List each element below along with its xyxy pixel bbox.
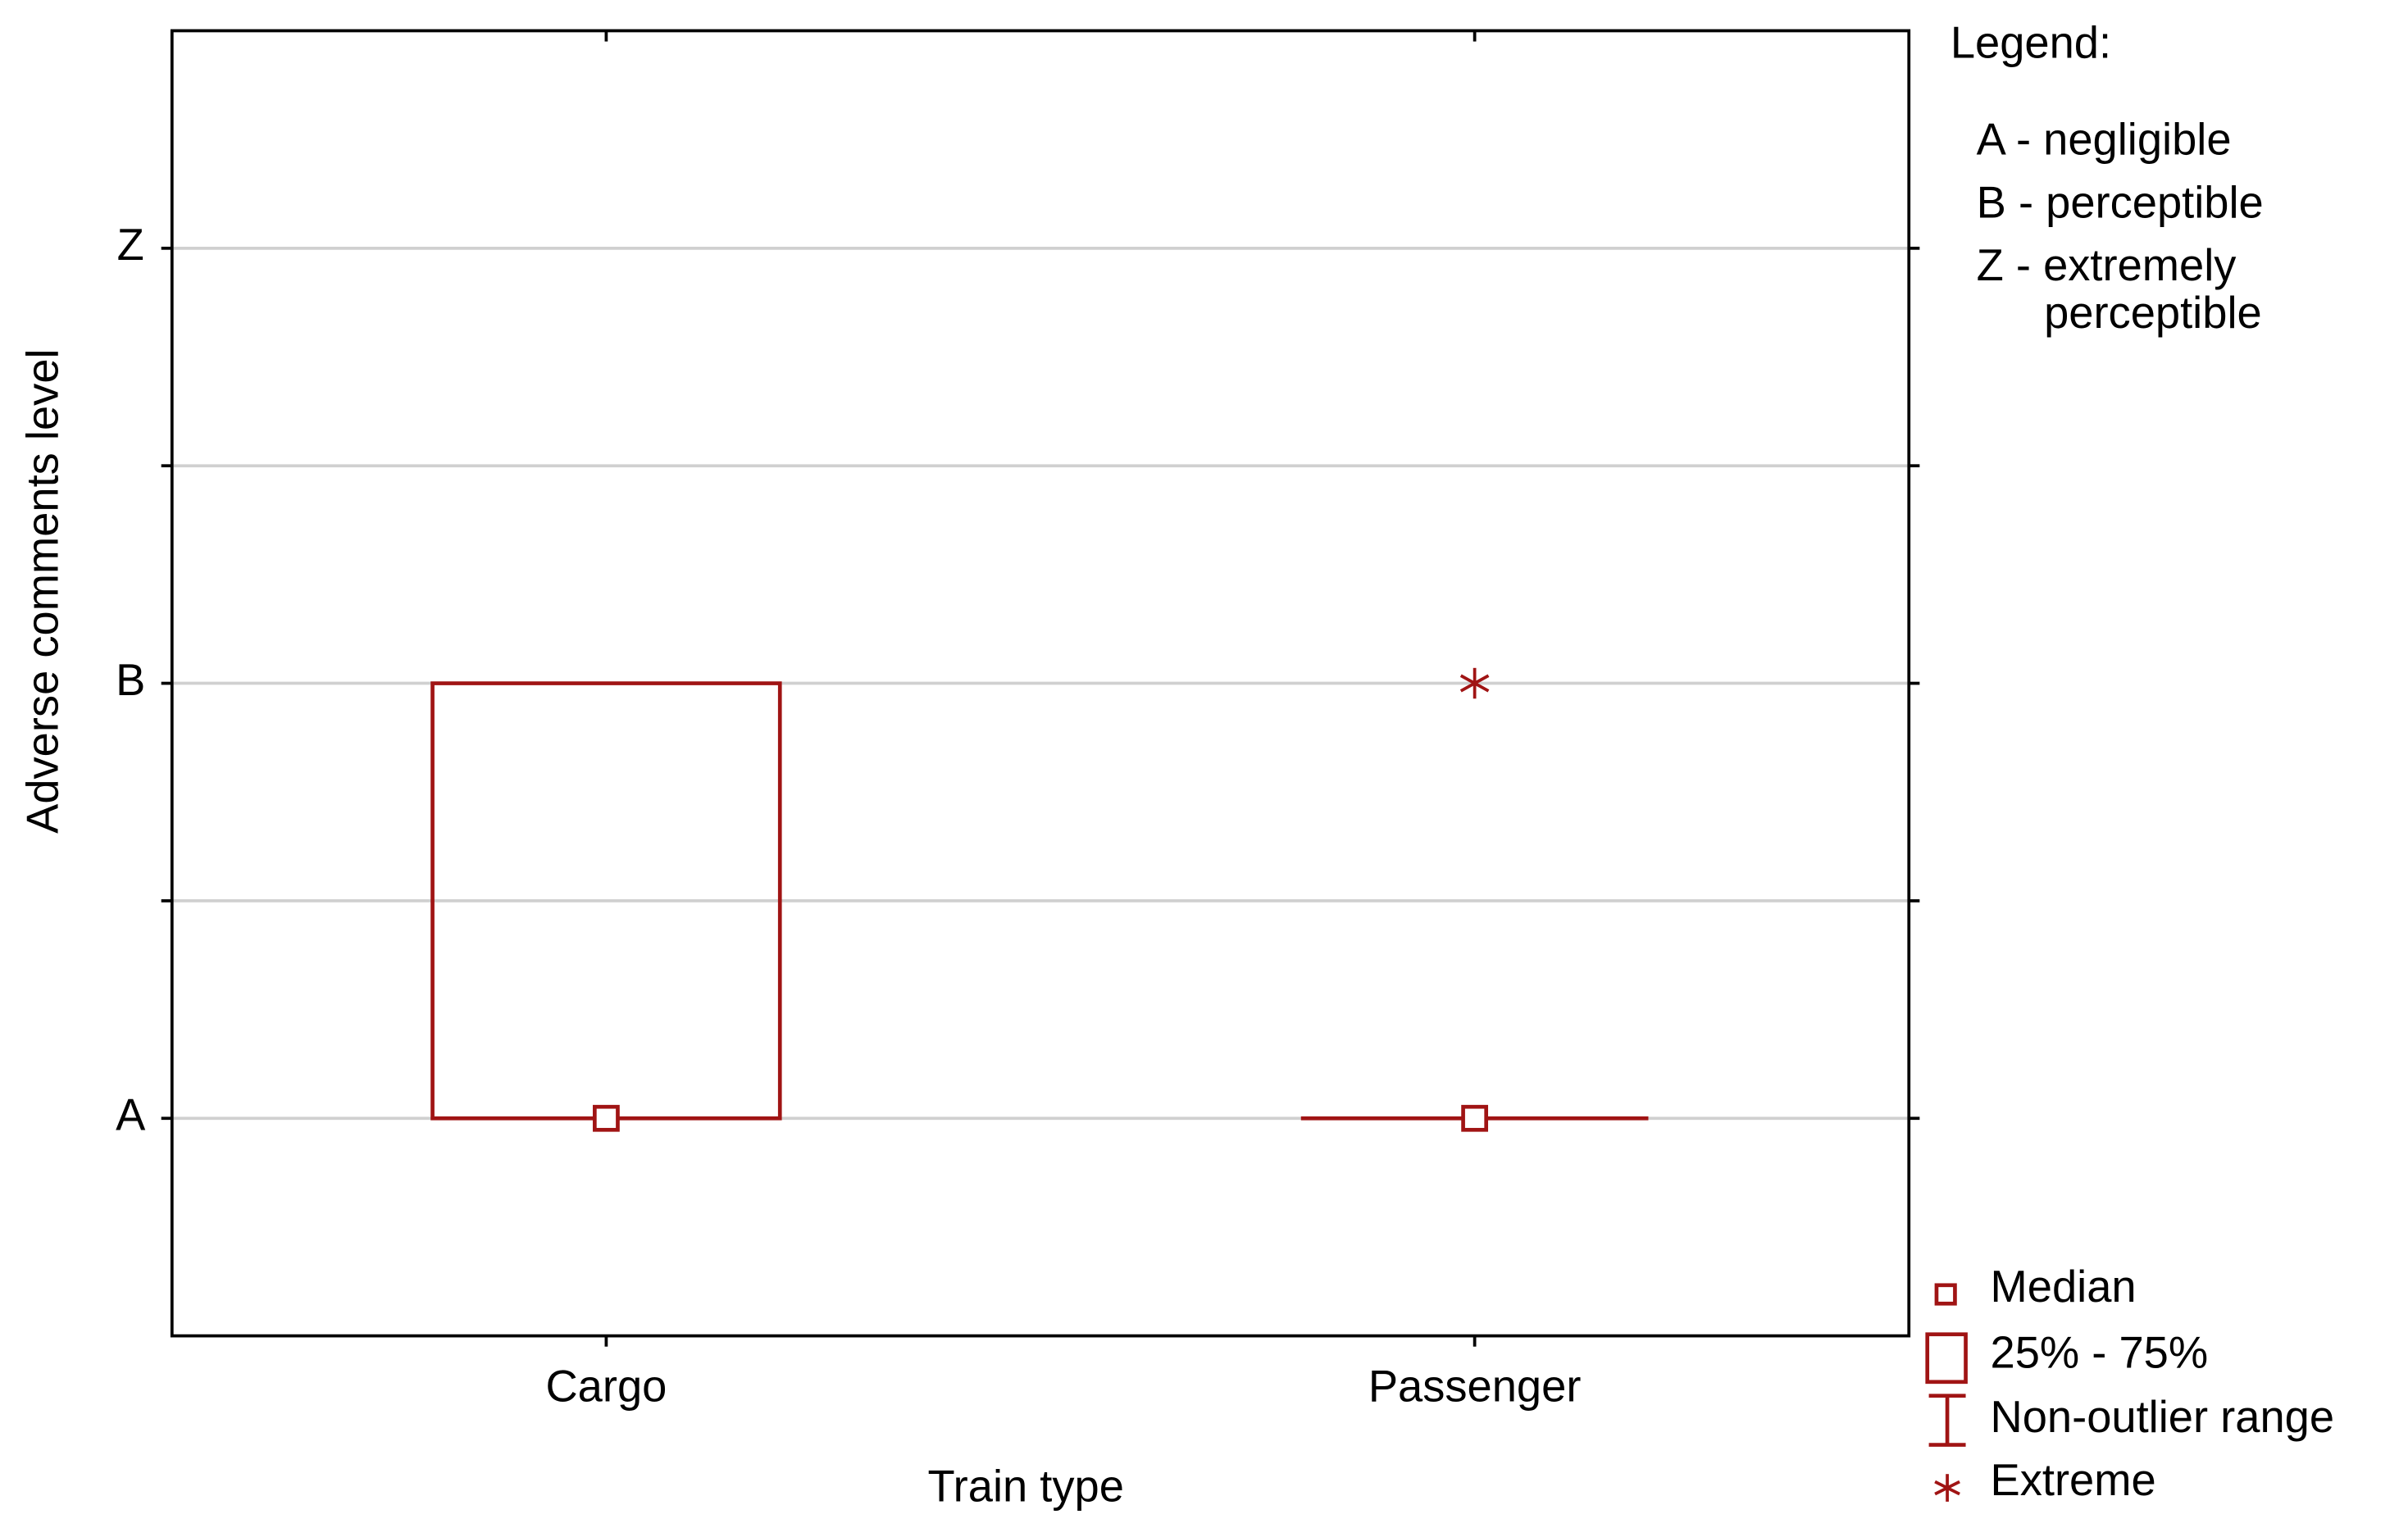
x-tick-label: Passenger — [1368, 1362, 1582, 1412]
extreme — [1459, 667, 1490, 699]
x-axis-label: Train type — [928, 1461, 1124, 1511]
note-line: A - negligible — [1977, 115, 2232, 165]
icon-box — [1925, 1332, 1968, 1385]
box — [430, 681, 782, 1121]
legend-label: Extreme — [1991, 1455, 2156, 1505]
y-axis-label: Adverse comments level — [18, 348, 68, 833]
legend-label: Median — [1991, 1262, 2137, 1312]
legend-icon — [1928, 1394, 1966, 1447]
y-tick-label: Z — [117, 220, 144, 270]
note-line: B - perceptible — [1977, 177, 2264, 227]
x-tick-label: Cargo — [545, 1362, 667, 1412]
y-tick-label: B — [116, 655, 145, 705]
legend-label: Non-outlier range — [1991, 1392, 2335, 1442]
median — [593, 1104, 620, 1132]
note-line: perceptible — [2044, 288, 2262, 338]
legend-icon — [1934, 1283, 1957, 1306]
box-group — [1300, 667, 1649, 1132]
icon-median — [1934, 1283, 1957, 1306]
legend-label: 25% - 75% — [1991, 1327, 2209, 1377]
legend-icon — [1934, 1474, 1960, 1502]
legend-icon — [1925, 1332, 1968, 1385]
note-line: Z - extremely — [1977, 240, 2237, 290]
plot-frame — [170, 29, 1911, 1338]
median — [1461, 1104, 1489, 1132]
icon-star — [1934, 1480, 1960, 1496]
y-tick-label: A — [116, 1090, 146, 1140]
extreme-stroke — [1459, 674, 1490, 693]
box-group — [430, 681, 782, 1132]
note-title: Legend: — [1951, 18, 2111, 68]
